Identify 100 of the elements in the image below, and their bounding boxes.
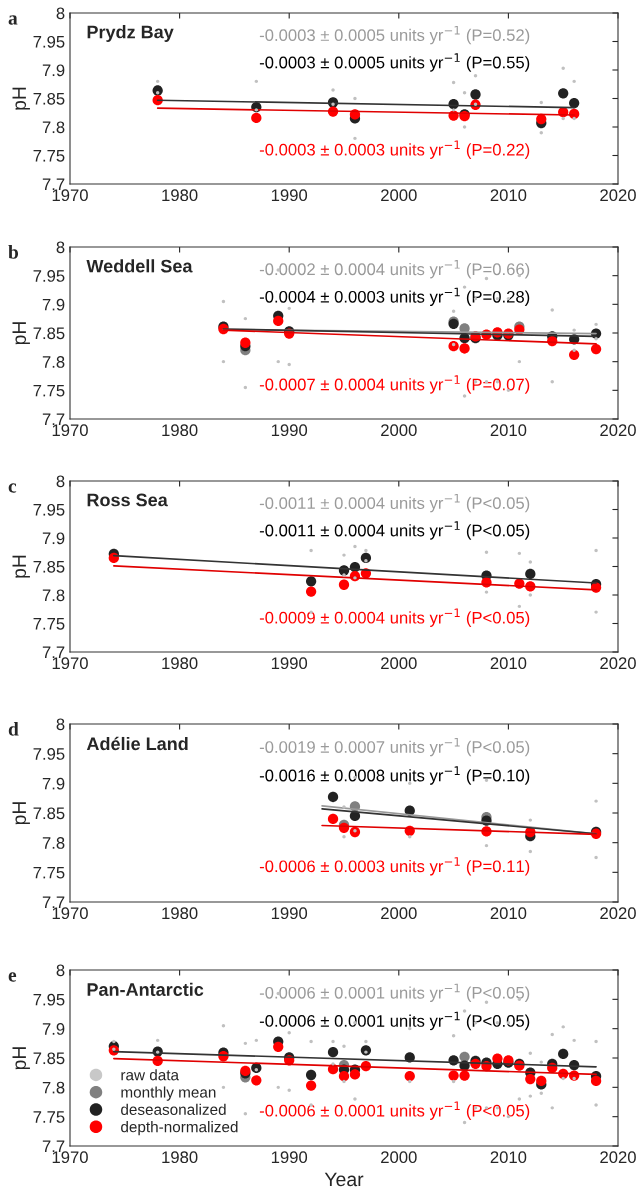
x-tick-label: 1990: [271, 907, 308, 920]
point: [155, 1038, 160, 1043]
point: [338, 1071, 350, 1082]
point: [451, 1034, 456, 1038]
y-tick-label: 8: [56, 964, 65, 977]
point: [594, 337, 598, 341]
point: [528, 849, 533, 854]
point: [273, 315, 284, 327]
x-tick-label: 2020: [600, 1151, 636, 1164]
x-tick-label: 1990: [271, 424, 308, 437]
y-tick-label: 7.9: [42, 298, 65, 311]
point: [364, 559, 368, 563]
y-tick-label: 7.9: [42, 64, 65, 77]
y-tick-label: 7.7: [42, 413, 65, 426]
annotation: -0.0003 ± 0.0005 units yr$^{−1}$ (P=0.55): [259, 53, 530, 72]
point: [221, 1024, 226, 1028]
x-tick-label: 2010: [490, 1151, 527, 1164]
point: [331, 88, 335, 92]
y-tick-label: 7.75: [33, 866, 65, 879]
point: [558, 88, 569, 99]
point: [305, 586, 317, 597]
y-tick-label: 7.95: [33, 270, 65, 282]
y-tick-label: 7.7: [42, 646, 65, 659]
y-tick-label: 7.95: [33, 503, 65, 516]
point: [251, 112, 262, 124]
x-tick-label: 1980: [162, 189, 198, 202]
annotation: -0.0006 ± 0.0001 units yr$^{−1}$ (P<0.05): [259, 983, 530, 1002]
point: [459, 1070, 470, 1081]
point: [305, 576, 317, 587]
annotation: -0.0002 ± 0.0004 units yr$^{−1}$ (P=0.66): [259, 260, 530, 279]
x-tick-label: 1980: [162, 1151, 198, 1164]
point: [240, 337, 251, 348]
point: [536, 1075, 547, 1087]
y-tick-label: 7.7: [42, 178, 65, 191]
point: [112, 1039, 116, 1044]
point: [594, 799, 598, 803]
point: [550, 1106, 554, 1110]
point: [342, 1044, 346, 1048]
x-tick-label: 2010: [490, 907, 527, 920]
point: [451, 80, 456, 85]
x-tick-label: 1990: [271, 1151, 308, 1164]
y-tick-label: 7.9: [42, 777, 65, 790]
text: d: [8, 722, 19, 736]
point: [305, 1080, 317, 1091]
point: [590, 343, 602, 355]
x-tick-label: 2020: [600, 424, 636, 437]
point: [451, 108, 456, 112]
y-axis-title: pH: [12, 322, 30, 345]
point: [254, 79, 259, 84]
point: [243, 316, 248, 321]
text: Ross Sea: [87, 493, 168, 507]
y-tick-label: 7.75: [33, 1111, 65, 1123]
y-tick-label: 7.95: [33, 993, 65, 1006]
point: [528, 560, 533, 564]
x-tick-label: 1980: [162, 907, 198, 920]
point: [243, 1041, 248, 1046]
point: [569, 97, 580, 109]
point: [273, 1041, 284, 1052]
x-axis-title: Year: [324, 1172, 364, 1187]
x-tick-label: 2000: [381, 189, 417, 202]
y-tick-label: 7.85: [33, 1052, 65, 1065]
point: [287, 362, 291, 367]
point: [550, 308, 554, 312]
annotation: -0.0003 ± 0.0003 units yr$^{−1}$ (P=0.22): [259, 140, 530, 159]
x-tick-label: 2020: [600, 189, 636, 202]
annotation: -0.0004 ± 0.0003 units yr$^{−1}$ (P=0.28): [259, 287, 530, 306]
point: [517, 359, 522, 364]
point: [484, 550, 489, 554]
point: [459, 1051, 470, 1062]
point: [572, 1038, 576, 1043]
point: [473, 74, 478, 78]
point: [327, 813, 339, 825]
point: [572, 328, 576, 332]
x-tick-label: 2000: [381, 424, 417, 437]
point: [569, 349, 580, 360]
point: [561, 1076, 565, 1081]
point: [528, 1094, 533, 1098]
text: e: [8, 972, 17, 982]
legend-label: monthly mean: [121, 1086, 216, 1101]
x-tick-label: 2000: [381, 657, 417, 670]
y-axis-title: pH: [12, 555, 30, 578]
x-tick-label: 1970: [52, 1151, 88, 1164]
point: [404, 1071, 415, 1082]
y-tick-label: 8: [56, 718, 65, 731]
y-tick-label: 7.85: [33, 92, 65, 105]
x-tick-label: 2000: [381, 1151, 417, 1164]
point: [561, 116, 565, 121]
point: [462, 1120, 467, 1125]
y-tick-label: 8: [56, 241, 65, 254]
x-tick-label: 1990: [271, 189, 308, 202]
point: [536, 113, 547, 125]
text: Pan-Antarctic: [87, 982, 204, 996]
text: Adélie Land: [86, 736, 188, 751]
point: [517, 604, 522, 609]
y-tick-label: 7.8: [42, 121, 65, 134]
point: [448, 341, 459, 352]
x-tick-label: 1990: [271, 657, 308, 670]
y-tick-label: 8: [56, 475, 65, 488]
annotation: -0.0007 ± 0.0004 units yr$^{−1}$ (P=0.07): [259, 375, 530, 394]
point: [408, 1079, 412, 1084]
